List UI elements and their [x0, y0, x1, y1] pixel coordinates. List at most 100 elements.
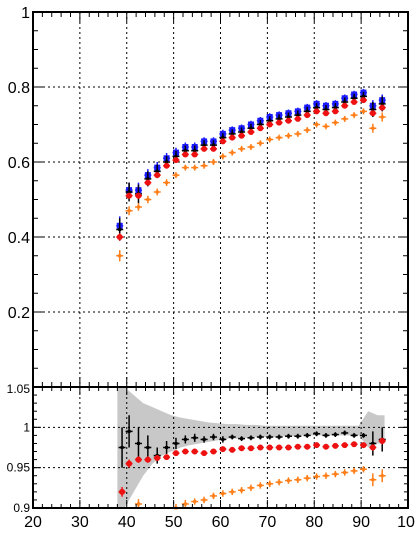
- data-point: [155, 190, 159, 194]
- data-point: [277, 136, 281, 140]
- data-point: [135, 192, 142, 199]
- data-point: [332, 108, 339, 115]
- data-point: [249, 126, 253, 130]
- data-point: [305, 109, 309, 113]
- data-point: [202, 164, 206, 168]
- bottom-axes: [32, 386, 409, 509]
- bottom-panel: 0.9 0.95 1 1.05 20 30 40 50 60 70 80 90 …: [7, 382, 415, 531]
- bottom-ytick-label: 1: [23, 420, 30, 434]
- bottom-xtick-label: 20: [24, 514, 42, 531]
- data-point: [247, 445, 254, 452]
- data-point: [221, 136, 225, 140]
- data-point: [352, 433, 356, 437]
- bottom-xtick-label: 90: [352, 514, 370, 531]
- data-point: [286, 434, 290, 438]
- data-point: [210, 145, 217, 152]
- data-point: [360, 97, 367, 104]
- data-point: [286, 115, 290, 119]
- data-point: [313, 442, 320, 449]
- data-point: [352, 113, 356, 117]
- data-point: [172, 450, 179, 457]
- bottom-xtick-label: 10: [397, 514, 415, 531]
- data-point: [258, 435, 262, 439]
- data-point: [172, 157, 179, 164]
- data-point: [202, 143, 206, 147]
- data-point: [341, 442, 348, 449]
- data-point: [361, 433, 365, 437]
- top-ytick-label: 0.2: [8, 305, 30, 322]
- data-point: [127, 429, 131, 433]
- data-point: [343, 471, 347, 475]
- data-point: [174, 441, 178, 445]
- data-point: [155, 169, 159, 173]
- data-point: [165, 446, 169, 449]
- data-point: [136, 441, 140, 445]
- data-point: [361, 94, 365, 98]
- top-ytick-label: 0.8: [8, 80, 30, 97]
- data-point: [305, 433, 309, 437]
- data-point: [146, 177, 150, 181]
- data-point: [191, 151, 198, 158]
- data-point: [229, 446, 236, 453]
- data-point: [351, 99, 358, 105]
- data-point: [249, 145, 253, 149]
- data-point: [183, 437, 187, 441]
- data-point: [294, 443, 301, 450]
- data-point: [333, 433, 337, 437]
- data-point: [193, 436, 197, 440]
- data-point: [247, 129, 254, 135]
- data-point: [249, 436, 253, 440]
- data-point: [193, 500, 197, 504]
- data-point: [286, 134, 290, 138]
- top-ytick-label: 0.4: [8, 230, 30, 247]
- data-point: [191, 448, 198, 455]
- data-point: [183, 149, 187, 153]
- data-point: [343, 117, 347, 121]
- data-point: [276, 444, 283, 451]
- data-point: [268, 435, 272, 439]
- data-point: [379, 104, 386, 111]
- data-point: [324, 124, 328, 128]
- data-point: [361, 109, 365, 113]
- data-point: [266, 444, 273, 451]
- data-point: [201, 145, 208, 152]
- data-point: [163, 162, 170, 169]
- data-point: [240, 488, 244, 492]
- data-point: [174, 173, 178, 177]
- data-point: [211, 143, 215, 147]
- data-point: [266, 121, 273, 128]
- data-point: [277, 117, 281, 121]
- top-ytick-label: 1: [21, 5, 30, 22]
- bottom-ytick-label: 0.95: [7, 461, 31, 475]
- data-point: [230, 132, 234, 136]
- data-point: [304, 112, 311, 119]
- data-point: [294, 115, 301, 122]
- data-point: [285, 117, 292, 124]
- data-point: [182, 151, 189, 158]
- data-point: [163, 454, 170, 461]
- bottom-xtick-label: 80: [305, 514, 323, 531]
- data-point: [182, 448, 189, 455]
- top-marks: [116, 88, 386, 262]
- data-point: [276, 119, 283, 126]
- data-point: [360, 442, 367, 449]
- data-point: [304, 443, 311, 450]
- data-point: [371, 478, 375, 482]
- top-ytick-label: 0.6: [8, 155, 30, 172]
- data-point: [127, 209, 131, 213]
- data-point: [277, 435, 281, 439]
- data-point: [146, 198, 150, 201]
- data-point: [229, 134, 236, 141]
- data-point: [380, 115, 384, 119]
- data-point: [183, 502, 187, 506]
- data-point: [165, 181, 169, 185]
- bottom-xtick-label: 60: [212, 514, 230, 531]
- data-point: [126, 460, 133, 467]
- data-point: [240, 147, 244, 151]
- data-point: [371, 108, 375, 111]
- data-point: [258, 483, 262, 487]
- data-point: [211, 435, 215, 439]
- data-point: [119, 488, 126, 495]
- data-point: [136, 205, 140, 209]
